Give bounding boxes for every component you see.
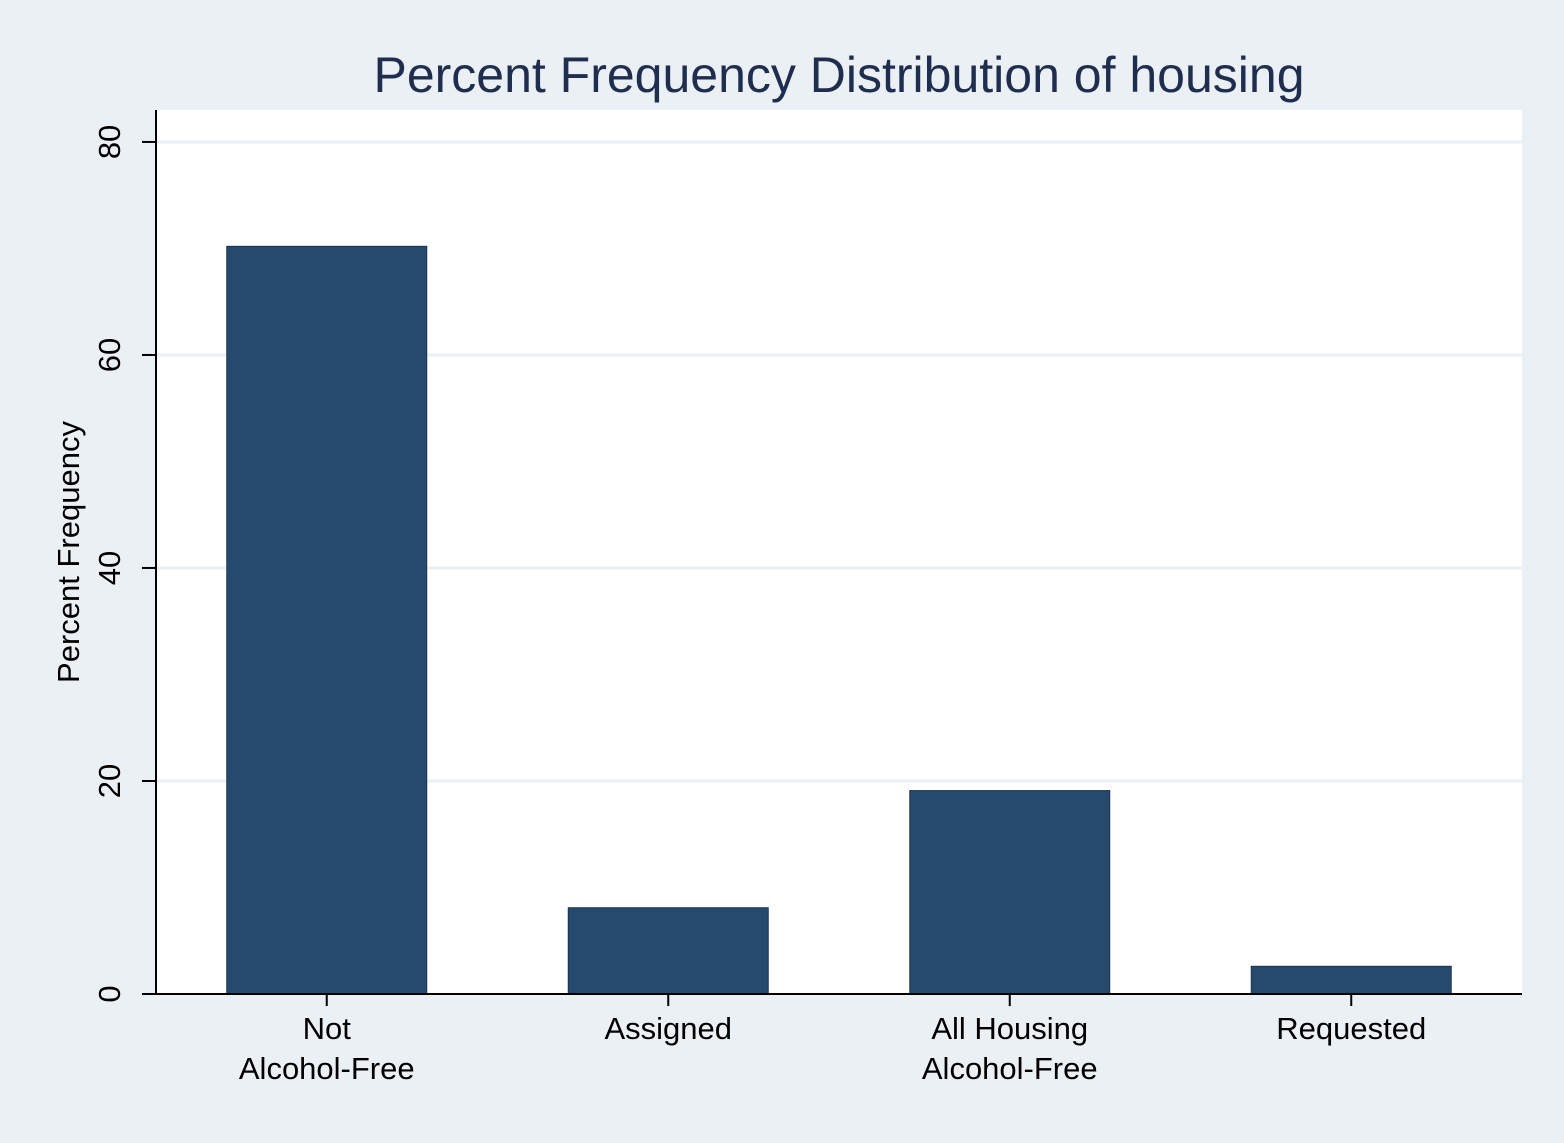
y-axis-label: Percent Frequency xyxy=(51,421,86,683)
x-tick-label: Assigned xyxy=(604,1011,732,1046)
y-tick-label: 40 xyxy=(92,551,127,585)
bar xyxy=(226,245,428,995)
y-tick-label: 0 xyxy=(92,985,127,1002)
x-tick-labels: Not Alcohol-Free Assigned All Housing Alcoho… xyxy=(239,994,1426,1086)
bar xyxy=(1250,965,1452,995)
y-ticks: 0 20 40 60 80 xyxy=(92,125,156,1003)
y-tick-label: 80 xyxy=(92,125,127,159)
x-tick-label: Not Alcohol-Free xyxy=(239,1011,415,1086)
bar xyxy=(909,790,1111,995)
y-tick-label: 60 xyxy=(92,338,127,372)
x-tick-label: Requested xyxy=(1276,1011,1426,1046)
y-tick-label: 20 xyxy=(92,764,127,798)
chart-title: Percent Frequency Distribution of housin… xyxy=(373,47,1304,103)
x-tick-label: All Housing Alcohol-Free xyxy=(922,1011,1098,1086)
bar xyxy=(567,907,769,995)
